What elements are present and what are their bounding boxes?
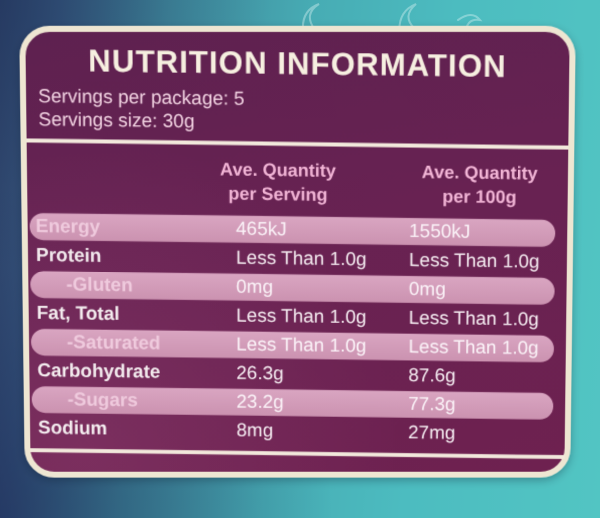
value-per-100g: 27mg bbox=[408, 422, 456, 444]
value-per-serving: 465kJ bbox=[235, 218, 287, 240]
label-bottom-space bbox=[30, 452, 564, 518]
row-label: Sodium bbox=[37, 417, 108, 439]
value-per-100g: 77.3g bbox=[408, 393, 456, 415]
value-per-100g: Less Than 1.0g bbox=[408, 307, 540, 330]
header-per-100g: Ave. Quantity per 100g bbox=[421, 161, 538, 208]
row-label: -Saturated bbox=[66, 331, 161, 354]
row-label: Energy bbox=[35, 215, 101, 238]
row-label: -Gluten bbox=[66, 273, 133, 296]
header-per-serving: Ave. Quantity per Serving bbox=[219, 159, 336, 205]
value-per-serving: Less Than 1.0g bbox=[236, 305, 367, 328]
value-per-serving: Less Than 1.0g bbox=[235, 247, 367, 270]
table-header-row: Ave. Quantity per Serving Ave. Quantity … bbox=[27, 142, 569, 209]
value-per-100g: 87.6g bbox=[408, 364, 456, 387]
value-per-100g: 0mg bbox=[408, 278, 446, 300]
row-label: Carbohydrate bbox=[37, 360, 161, 383]
value-per-serving: Less Than 1.0g bbox=[236, 333, 367, 357]
value-per-100g: Less Than 1.0g bbox=[408, 249, 540, 273]
table-row: Sodium 8mg 27mg bbox=[30, 414, 565, 449]
value-per-serving: 23.2g bbox=[236, 391, 284, 413]
value-per-serving: 26.3g bbox=[236, 362, 284, 385]
row-label: Fat, Total bbox=[36, 302, 120, 325]
row-label: -Sugars bbox=[67, 389, 138, 411]
nutrition-rows: Energy 465kJ 1550kJ Protein Less Than 1.0g Le… bbox=[27, 212, 567, 449]
value-per-100g: Less Than 1.0g bbox=[408, 336, 539, 359]
value-per-serving: 0mg bbox=[236, 276, 274, 298]
value-per-serving: 8mg bbox=[236, 419, 274, 442]
row-label: Protein bbox=[35, 244, 102, 267]
value-per-100g: 1550kJ bbox=[409, 220, 471, 243]
header-spacer bbox=[27, 155, 166, 205]
nutrition-label: NUTRITION INFORMATION Servings per packa… bbox=[19, 25, 576, 478]
nutrition-title: NUTRITION INFORMATION bbox=[88, 42, 507, 85]
